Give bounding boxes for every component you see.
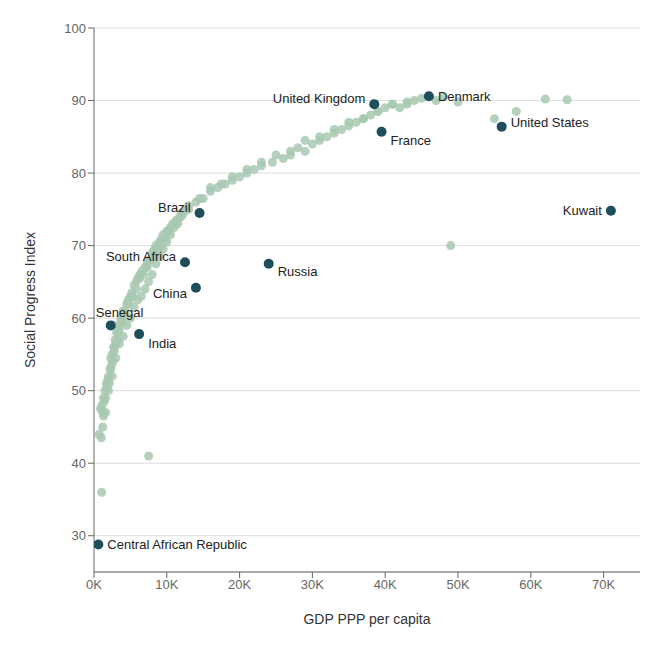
svg-text:Social Progress Index: Social Progress Index (22, 232, 38, 368)
svg-text:30K: 30K (301, 577, 324, 592)
svg-text:60: 60 (72, 311, 86, 326)
svg-text:80: 80 (72, 166, 86, 181)
svg-text:South Africa: South Africa (106, 249, 177, 264)
svg-text:France: France (391, 133, 431, 148)
svg-text:10K: 10K (155, 577, 178, 592)
svg-text:India: India (148, 336, 177, 351)
svg-text:50K: 50K (446, 577, 469, 592)
svg-text:Brazil: Brazil (158, 200, 191, 215)
svg-text:GDP PPP per capita: GDP PPP per capita (303, 611, 430, 627)
svg-text:40K: 40K (374, 577, 397, 592)
svg-text:United States: United States (511, 115, 590, 130)
svg-text:30: 30 (72, 528, 86, 543)
svg-text:China: China (153, 286, 188, 301)
svg-text:Central African Republic: Central African Republic (107, 537, 247, 552)
svg-text:40: 40 (72, 456, 86, 471)
svg-text:90: 90 (72, 93, 86, 108)
svg-text:50: 50 (72, 383, 86, 398)
svg-text:20K: 20K (228, 577, 251, 592)
svg-text:United Kingdom: United Kingdom (273, 91, 366, 106)
svg-text:100: 100 (64, 21, 86, 36)
svg-text:Denmark: Denmark (438, 89, 491, 104)
svg-text:Russia: Russia (278, 264, 319, 279)
svg-text:70: 70 (72, 238, 86, 253)
svg-text:70K: 70K (592, 577, 615, 592)
svg-text:0K: 0K (86, 577, 102, 592)
svg-text:60K: 60K (519, 577, 542, 592)
svg-text:Kuwait: Kuwait (563, 203, 602, 218)
svg-text:Senegal: Senegal (96, 305, 144, 320)
